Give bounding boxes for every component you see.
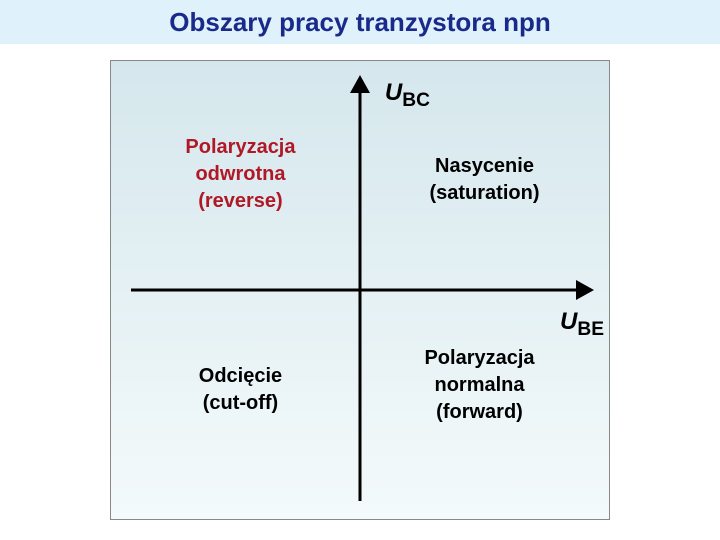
- y-axis-label: UBC: [385, 79, 430, 112]
- quadrant-saturation: Nasycenie(saturation): [380, 153, 589, 207]
- x-axis-label: UBE: [560, 308, 604, 341]
- quadrant-cutoff: Odcięcie(cut-off): [141, 363, 340, 417]
- x-axis-arrow: [576, 280, 594, 300]
- x-axis: [131, 289, 589, 292]
- quadrant-forward: Polaryzacjanormalna(forward): [370, 345, 589, 426]
- y-axis-arrow: [350, 75, 370, 93]
- page-title: Obszary pracy tranzystora npn: [0, 0, 720, 44]
- quadrant-diagram: UBC UBE Polaryzacjaodwrotna(reverse) Nas…: [110, 60, 610, 520]
- quadrant-reverse: Polaryzacjaodwrotna(reverse): [141, 134, 340, 215]
